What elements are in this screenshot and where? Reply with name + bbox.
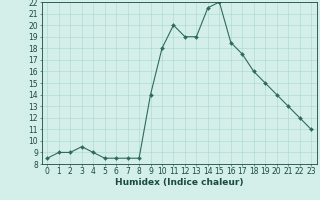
X-axis label: Humidex (Indice chaleur): Humidex (Indice chaleur): [115, 178, 244, 187]
